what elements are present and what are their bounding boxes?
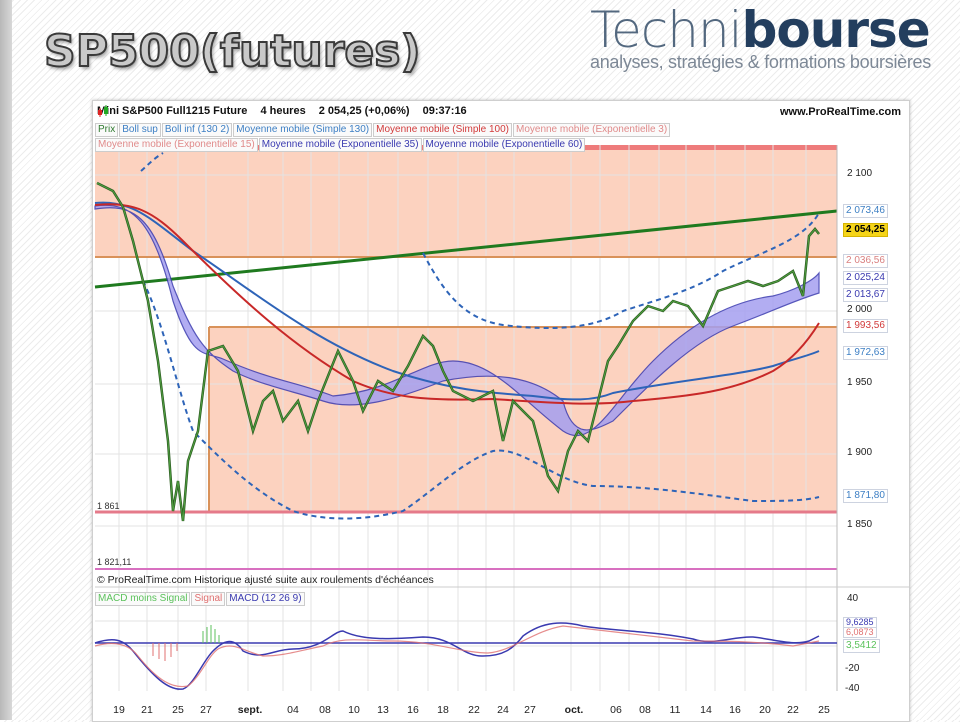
label-ema60: 2 013,67	[843, 288, 888, 302]
x-label: 13	[377, 704, 389, 716]
x-label-month: sept.	[237, 704, 263, 716]
instrument-name: Mini S&P500 Full1215 Future	[97, 105, 248, 117]
macd-legend: MACD moins Signal Signal MACD (12 26 9)	[95, 592, 306, 606]
chart-header: Mini S&P500 Full1215 Future 4 heures 2 0…	[97, 105, 477, 117]
legend-sma130[interactable]: Moyenne mobile (Simple 130)	[233, 123, 373, 137]
x-label: 25	[172, 704, 184, 716]
indicator-legend-row1: Prix Boll sup Boll inf (130 2) Moyenne mobi…	[95, 123, 671, 137]
label-ema3: 2 036,56	[843, 254, 888, 268]
timestamp: 09:37:16	[422, 105, 467, 117]
candlestick-icon	[98, 105, 108, 117]
x-label: 20	[759, 704, 771, 716]
y-tick-2000: 2 000	[847, 304, 873, 315]
brand-logo: Technibourse analyses, stratégies & form…	[590, 2, 931, 73]
timeframe[interactable]: 4 heures	[260, 105, 306, 117]
x-label: 22	[468, 704, 480, 716]
brand-tagline: analyses, stratégies & formations boursi…	[590, 52, 931, 72]
x-label: 08	[319, 704, 331, 716]
label-macd-hist: 3,5412	[843, 639, 880, 653]
x-label: 16	[407, 704, 419, 716]
level-label-support: 1 861	[97, 501, 120, 511]
x-label: 16	[729, 704, 741, 716]
x-label-month: oct.	[564, 704, 584, 716]
slide-title: SP500(futures)	[43, 25, 422, 78]
site-url[interactable]: www.ProRealTime.com	[779, 106, 901, 118]
x-label: 19	[113, 704, 125, 716]
x-label: 10	[348, 704, 360, 716]
legend-signal[interactable]: Signal	[191, 592, 226, 606]
legend-ema60[interactable]: Moyenne mobile (Exponentielle 60)	[422, 138, 586, 152]
x-label: 27	[200, 704, 212, 716]
legend-ema15[interactable]: Moyenne mobile (Exponentielle 15)	[95, 138, 258, 152]
brand-light: Techni	[590, 1, 743, 59]
label-last-price: 2 054,25	[843, 223, 888, 237]
macd-tick-40: 40	[847, 593, 859, 604]
chart-canvas	[94, 145, 909, 691]
y-tick-1950: 1 950	[847, 377, 873, 388]
adjustment-note: © ProRealTime.com Historique ajusté suit…	[97, 574, 434, 586]
x-label: 08	[639, 704, 651, 716]
price-chart[interactable]: Mini S&P500 Full1215 Future 4 heures 2 0…	[92, 100, 910, 722]
label-sma100: 1 993,56	[843, 319, 888, 333]
legend-macd[interactable]: MACD (12 26 9)	[226, 592, 305, 606]
x-label: 04	[287, 704, 299, 716]
x-label: 11	[669, 704, 681, 716]
legend-boll-sup[interactable]: Boll sup	[119, 123, 161, 137]
label-signal: 6,0873	[843, 627, 877, 638]
macd-tick-minus20: -20	[845, 663, 860, 674]
last-price: 2 054,25 (+0,06%)	[318, 105, 410, 117]
legend-sma100[interactable]: Moyenne mobile (Simple 100)	[373, 123, 512, 137]
x-label: 06	[610, 704, 622, 716]
label-ema35: 2 025,24	[843, 271, 888, 285]
slide-left-edge	[0, 0, 12, 720]
legend-ema3[interactable]: Moyenne mobile (Exponentielle 3)	[512, 123, 671, 137]
macd-tick-minus40: -40	[845, 683, 860, 694]
y-tick-2100: 2 100	[847, 168, 873, 179]
x-label: 18	[437, 704, 449, 716]
y-tick-1900: 1 900	[847, 447, 873, 458]
x-label: 22	[787, 704, 799, 716]
x-label: 24	[497, 704, 509, 716]
x-label: 25	[818, 704, 830, 716]
brand-bold: bourse	[741, 1, 931, 59]
x-label: 14	[700, 704, 712, 716]
legend-macd-hist[interactable]: MACD moins Signal	[95, 592, 191, 606]
legend-ema35[interactable]: Moyenne mobile (Exponentielle 35)	[258, 138, 422, 152]
label-sma130: 1 972,63	[843, 346, 888, 360]
legend-boll-inf[interactable]: Boll inf (130 2)	[161, 123, 233, 137]
y-tick-1850: 1 850	[847, 519, 873, 530]
level-label-low: 1 821,11	[97, 557, 132, 567]
legend-prix[interactable]: Prix	[95, 123, 119, 137]
indicator-legend-row2: Moyenne mobile (Exponentielle 15) Moyenne…	[95, 138, 586, 152]
label-boll-inf: 1 871,80	[843, 489, 888, 503]
label-boll-sup: 2 073,46	[843, 204, 888, 218]
x-label: 27	[524, 704, 536, 716]
x-label: 21	[141, 704, 153, 716]
